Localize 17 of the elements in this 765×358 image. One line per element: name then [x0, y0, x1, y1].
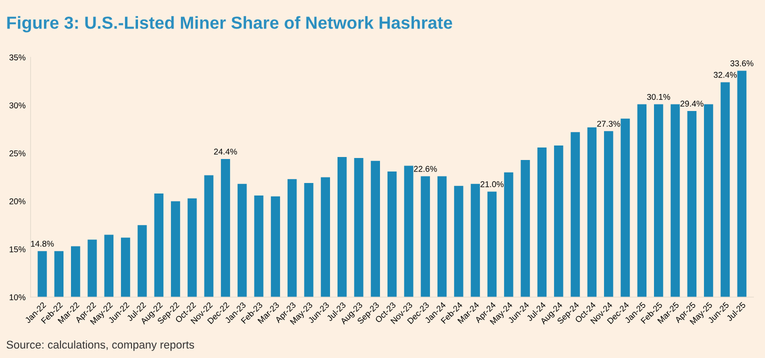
- data-label: 22.6%: [414, 166, 437, 172]
- data-label: 27.3%: [597, 120, 620, 127]
- data-label: 29.4%: [680, 100, 704, 107]
- data-label: 21.0%: [480, 181, 504, 188]
- y-tick-label: 25%: [9, 150, 26, 156]
- y-tick-label: 35%: [9, 54, 26, 60]
- data-label: 30.1%: [647, 94, 670, 100]
- y-tick-label: 15%: [10, 246, 26, 252]
- y-tick-label: 30%: [9, 102, 26, 108]
- data-label: 32.4%: [714, 72, 737, 78]
- source-note: Source: calculations, company reports: [6, 340, 194, 351]
- y-tick-label: 20%: [9, 198, 26, 204]
- chart-title: Figure 3: U.S.-Listed Miner Share of Network Hashrate: [7, 16, 452, 32]
- y-tick-label: 10%: [10, 294, 26, 300]
- data-label: 14.8%: [31, 240, 54, 247]
- data-label: 33.6%: [730, 60, 754, 66]
- data-label: 24.4%: [214, 148, 238, 155]
